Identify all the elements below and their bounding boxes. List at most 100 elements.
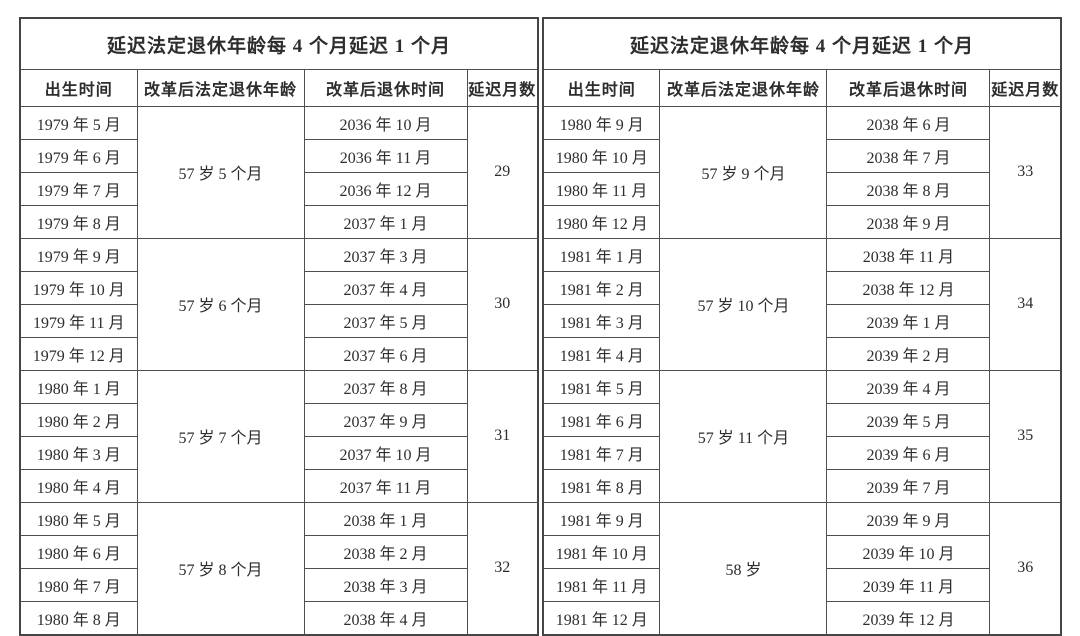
table-row: 1981 年 12 月 2039 年 12 月	[542, 600, 1061, 636]
retire-month-cell: 2038 年 4 月	[303, 600, 468, 636]
table-row: 1979 年 9 月 57 岁 6 个月 2037 年 3 月 30	[19, 237, 539, 371]
birth-month-cell: 1980 年 2 月	[19, 402, 138, 437]
birth-month-cell: 1979 年 12 月	[19, 336, 138, 371]
birth-month-cell: 1979 年 6 月	[19, 138, 138, 173]
birth-month-cell: 1980 年 1 月	[19, 369, 138, 404]
retirement-age-cell: 57 岁 5 个月	[136, 106, 305, 239]
table-row: 1980 年 6 月 2038 年 2 月	[19, 534, 538, 569]
retire-month-cell: 2037 年 6 月	[303, 336, 468, 371]
retirement-age-cell: 57 岁 11 个月	[659, 369, 828, 503]
delay-months-cell: 29	[466, 106, 539, 239]
birth-month-cell: 1981 年 10 月	[542, 534, 661, 569]
retirement-age-cell: 57 岁 9 个月	[659, 106, 828, 239]
table-row: 1980 年 5 月 57 岁 8 个月 2038 年 1 月 32	[19, 501, 539, 636]
birth-month-cell: 1980 年 9 月	[542, 106, 661, 140]
birth-month-cell: 1981 年 1 月	[542, 237, 661, 272]
table-row: 1979 年 7 月 2036 年 12 月	[19, 171, 538, 206]
table-row: 1980 年 2 月 2037 年 9 月	[19, 402, 538, 437]
table-header-row: 出生时间 改革后法定退休年龄 改革后退休时间 延迟月数	[542, 69, 1062, 107]
table-title-row: 延迟法定退休年龄每 4 个月延迟 1 个月	[19, 17, 539, 70]
retire-month-cell: 2038 年 8 月	[826, 171, 991, 206]
col-header-delay-months: 延迟月数	[466, 69, 539, 107]
birth-month-cell: 1980 年 8 月	[19, 600, 138, 636]
table-row: 1981 年 10 月 2039 年 10 月	[542, 534, 1061, 569]
birth-month-cell: 1981 年 3 月	[542, 303, 661, 338]
col-header-retirement-time: 改革后退休时间	[303, 69, 468, 107]
table-row: 1981 年 7 月 2039 年 6 月	[542, 435, 1061, 470]
retire-month-cell: 2037 年 1 月	[303, 204, 468, 239]
table-header-row: 出生时间 改革后法定退休年龄 改革后退休时间 延迟月数	[19, 69, 539, 107]
retire-month-cell: 2039 年 4 月	[826, 369, 991, 404]
retire-month-cell: 2038 年 1 月	[303, 501, 468, 536]
birth-month-cell: 1980 年 3 月	[19, 435, 138, 470]
retirement-delay-table-right: 延迟法定退休年龄每 4 个月延迟 1 个月 出生时间 改革后法定退休年龄 改革后…	[541, 17, 1062, 636]
table-row: 1980 年 7 月 2038 年 3 月	[19, 567, 538, 602]
retirement-age-cell: 57 岁 6 个月	[136, 237, 305, 371]
delay-months-cell: 34	[989, 237, 1062, 371]
birth-month-cell: 1979 年 9 月	[19, 237, 138, 272]
retire-month-cell: 2037 年 10 月	[303, 435, 468, 470]
retire-month-cell: 2039 年 5 月	[826, 402, 991, 437]
table-row: 1980 年 10 月 2038 年 7 月	[542, 138, 1061, 173]
table-row: 1981 年 11 月 2039 年 11 月	[542, 567, 1061, 602]
table-row: 1980 年 9 月 57 岁 9 个月 2038 年 6 月 33	[542, 106, 1062, 239]
col-header-retirement-age: 改革后法定退休年龄	[136, 69, 305, 107]
delay-months-cell: 30	[466, 237, 539, 371]
retire-month-cell: 2036 年 11 月	[303, 138, 468, 173]
retire-month-cell: 2038 年 11 月	[826, 237, 991, 272]
birth-month-cell: 1979 年 7 月	[19, 171, 138, 206]
retire-month-cell: 2037 年 5 月	[303, 303, 468, 338]
retirement-age-cell: 57 岁 7 个月	[136, 369, 305, 503]
table-row: 1980 年 8 月 2038 年 4 月	[19, 600, 538, 636]
birth-month-cell: 1981 年 8 月	[542, 468, 661, 503]
table-row: 1980 年 11 月 2038 年 8 月	[542, 171, 1061, 206]
birth-month-cell: 1980 年 4 月	[19, 468, 138, 503]
birth-month-cell: 1981 年 11 月	[542, 567, 661, 602]
table-row: 1980 年 4 月 2037 年 11 月	[19, 468, 538, 503]
retire-month-cell: 2037 年 9 月	[303, 402, 468, 437]
retire-month-cell: 2039 年 6 月	[826, 435, 991, 470]
retire-month-cell: 2037 年 4 月	[303, 270, 468, 305]
birth-month-cell: 1981 年 5 月	[542, 369, 661, 404]
delay-months-cell: 35	[989, 369, 1062, 503]
delay-months-cell: 33	[989, 106, 1062, 239]
retire-month-cell: 2038 年 6 月	[826, 106, 991, 140]
table-title: 延迟法定退休年龄每 4 个月延迟 1 个月	[19, 17, 539, 70]
birth-month-cell: 1980 年 12 月	[542, 204, 661, 239]
birth-month-cell: 1980 年 5 月	[19, 501, 138, 536]
retire-month-cell: 2038 年 7 月	[826, 138, 991, 173]
retire-month-cell: 2039 年 12 月	[826, 600, 991, 636]
table-row: 1979 年 12 月 2037 年 6 月	[19, 336, 538, 371]
table-row: 1981 年 5 月 57 岁 11 个月 2039 年 4 月 35	[542, 369, 1062, 503]
table-title: 延迟法定退休年龄每 4 个月延迟 1 个月	[542, 17, 1062, 70]
birth-month-cell: 1980 年 10 月	[542, 138, 661, 173]
retire-month-cell: 2039 年 9 月	[826, 501, 991, 536]
retire-month-cell: 2037 年 3 月	[303, 237, 468, 272]
birth-month-cell: 1980 年 6 月	[19, 534, 138, 569]
birth-month-cell: 1981 年 9 月	[542, 501, 661, 536]
retirement-age-cell: 57 岁 8 个月	[136, 501, 305, 636]
birth-month-cell: 1979 年 8 月	[19, 204, 138, 239]
table-row: 1981 年 2 月 2038 年 12 月	[542, 270, 1061, 305]
table-row: 1980 年 3 月 2037 年 10 月	[19, 435, 538, 470]
birth-month-cell: 1981 年 4 月	[542, 336, 661, 371]
delay-months-cell: 36	[989, 501, 1062, 636]
retire-month-cell: 2039 年 1 月	[826, 303, 991, 338]
table-row: 1981 年 9 月 58 岁 2039 年 9 月 36	[542, 501, 1062, 636]
retire-month-cell: 2039 年 2 月	[826, 336, 991, 371]
table-row: 1980 年 1 月 57 岁 7 个月 2037 年 8 月 31	[19, 369, 539, 503]
table-row: 1981 年 3 月 2039 年 1 月	[542, 303, 1061, 338]
retire-month-cell: 2037 年 8 月	[303, 369, 468, 404]
table-row: 1979 年 5 月 57 岁 5 个月 2036 年 10 月 29	[19, 106, 539, 239]
delay-months-cell: 32	[466, 501, 539, 636]
birth-month-cell: 1981 年 7 月	[542, 435, 661, 470]
retire-month-cell: 2036 年 10 月	[303, 106, 468, 140]
birth-month-cell: 1981 年 2 月	[542, 270, 661, 305]
delay-months-cell: 31	[466, 369, 539, 503]
retire-month-cell: 2038 年 3 月	[303, 567, 468, 602]
col-header-delay-months: 延迟月数	[989, 69, 1062, 107]
retire-month-cell: 2036 年 12 月	[303, 171, 468, 206]
table-row: 1981 年 1 月 57 岁 10 个月 2038 年 11 月 34	[542, 237, 1062, 371]
col-header-retirement-time: 改革后退休时间	[826, 69, 991, 107]
